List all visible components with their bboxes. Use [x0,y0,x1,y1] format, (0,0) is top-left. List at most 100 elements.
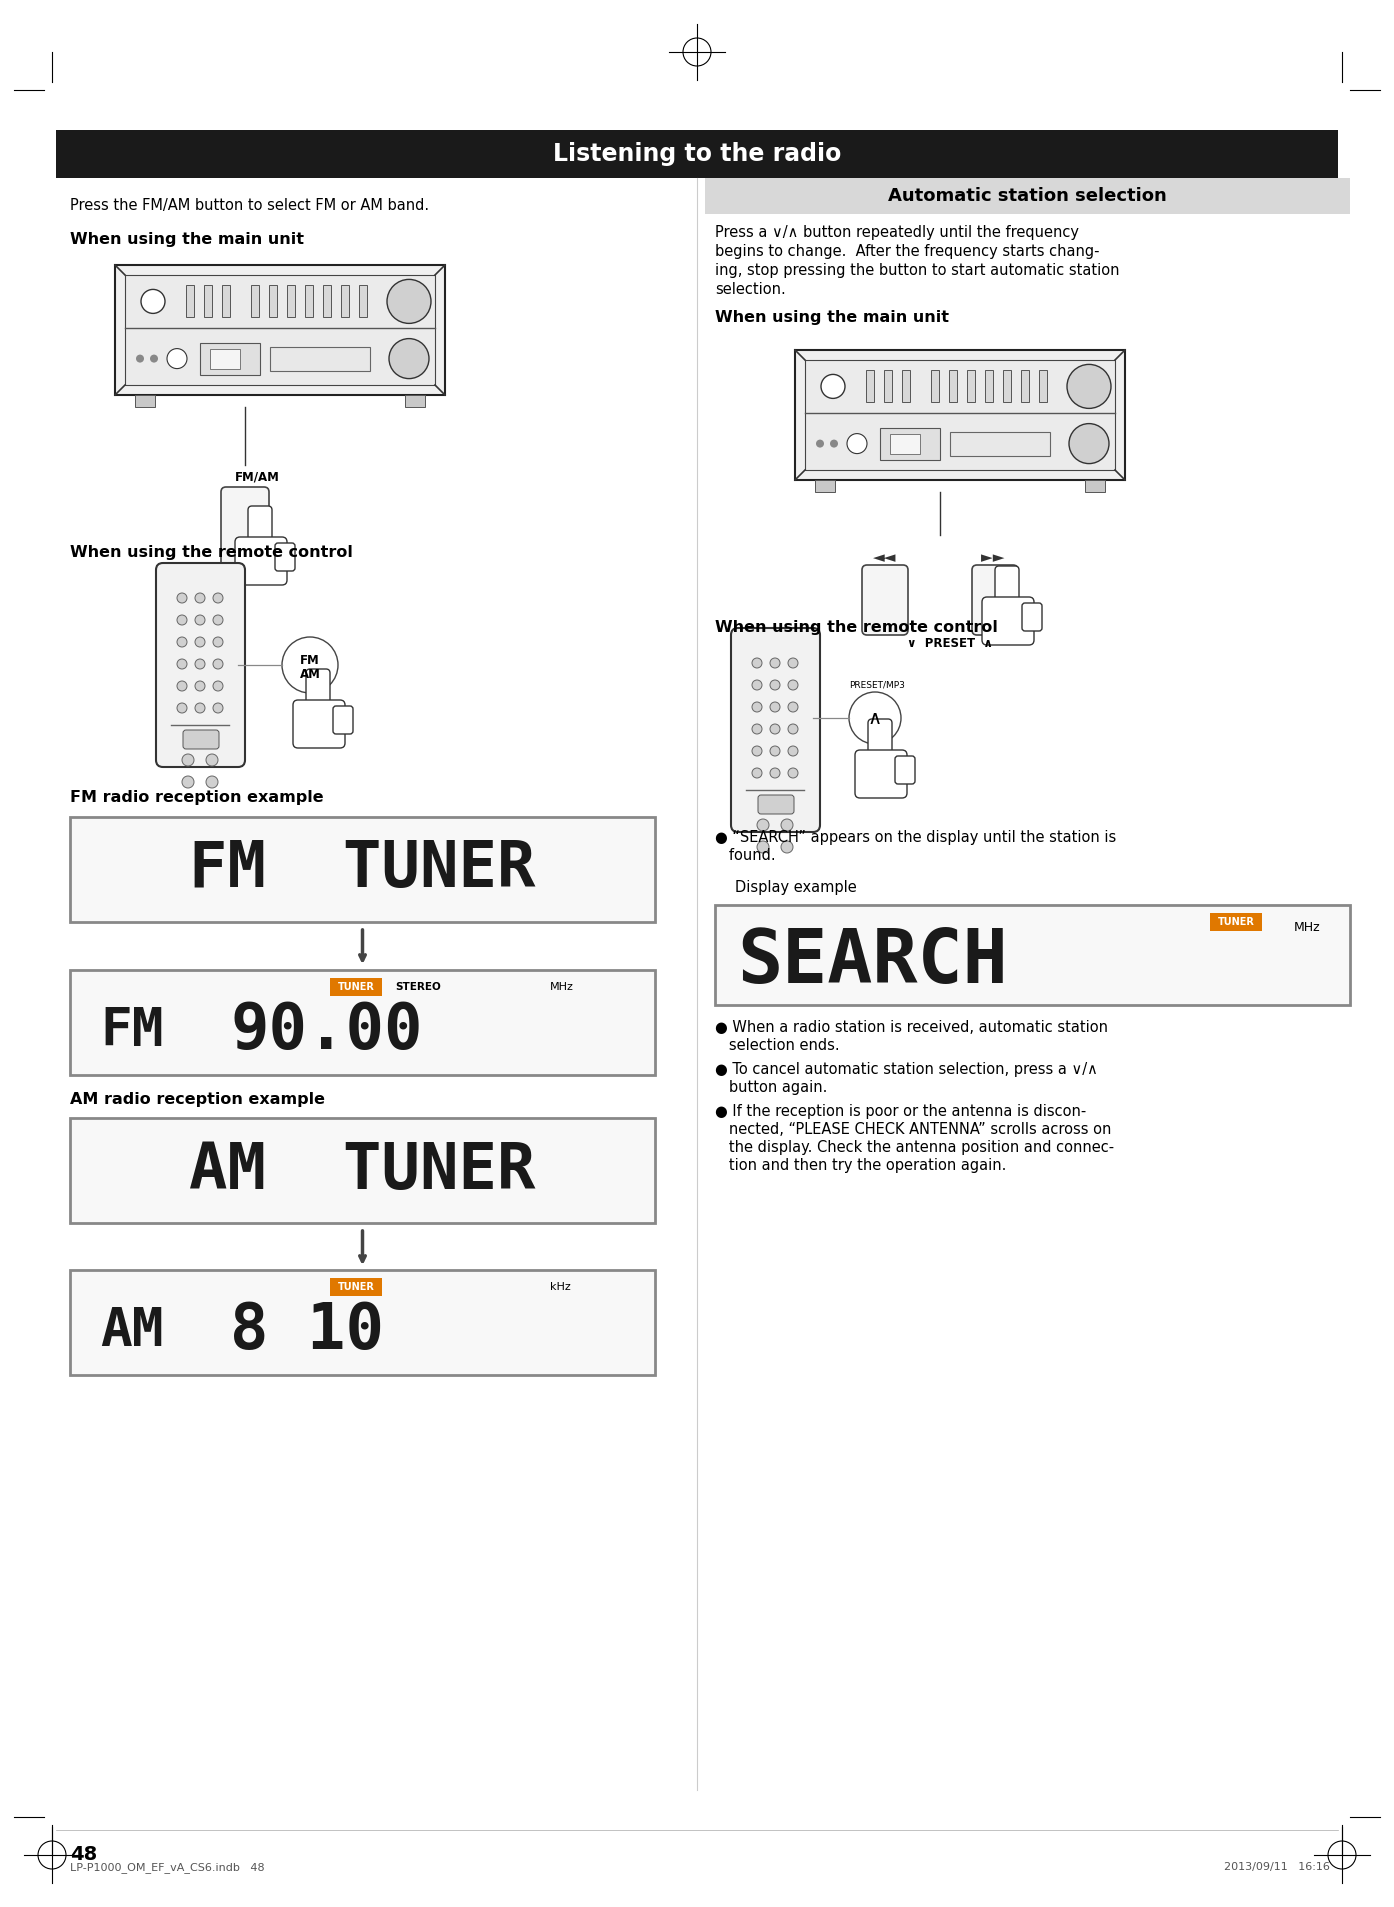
Text: 2013/09/11   16:16: 2013/09/11 16:16 [1224,1861,1330,1873]
Circle shape [213,637,223,646]
Circle shape [137,355,144,362]
Bar [705,177,1349,214]
Text: AM: AM [100,1304,163,1356]
Text: Display example: Display example [735,879,857,894]
Circle shape [769,658,781,667]
Circle shape [751,769,763,778]
Text: TUNER: TUNER [337,982,375,992]
Text: selection ends.: selection ends. [715,1037,839,1053]
Text: ►►: ►► [981,549,1009,564]
Text: When using the remote control: When using the remote control [715,620,998,635]
FancyBboxPatch shape [758,795,795,814]
Text: 90.00: 90.00 [230,999,422,1062]
Circle shape [848,433,867,454]
Text: Listening to the radio: Listening to the radio [553,141,841,166]
Circle shape [177,637,187,646]
Circle shape [213,681,223,690]
Circle shape [788,746,797,755]
Circle shape [195,637,205,646]
Text: AM radio reception example: AM radio reception example [70,1093,325,1106]
Circle shape [177,660,187,669]
Circle shape [195,681,205,690]
Bar [1085,481,1105,492]
Bar [342,286,348,317]
Circle shape [829,441,838,448]
Text: FM: FM [100,1005,163,1056]
Circle shape [206,776,217,788]
Bar [70,971,655,1076]
Bar [56,130,1338,177]
Text: button again.: button again. [715,1079,828,1095]
Circle shape [757,818,769,831]
Bar [967,370,974,402]
Circle shape [195,593,205,603]
Bar [135,395,155,406]
Bar [287,286,296,317]
Circle shape [213,614,223,625]
Circle shape [213,660,223,669]
FancyBboxPatch shape [236,538,287,585]
Circle shape [769,702,781,711]
Text: FM radio reception example: FM radio reception example [70,789,323,805]
Circle shape [821,374,845,399]
Text: MHz: MHz [1294,921,1320,934]
FancyBboxPatch shape [895,755,914,784]
Bar [360,286,367,317]
Circle shape [195,704,205,713]
Bar [222,286,230,317]
Text: ∨  PRESET  ∧: ∨ PRESET ∧ [907,637,993,650]
Text: nected, “PLEASE CHECK ANTENNA” scrolls across on: nected, “PLEASE CHECK ANTENNA” scrolls a… [715,1121,1111,1137]
FancyBboxPatch shape [293,700,344,748]
Circle shape [788,769,797,778]
Circle shape [195,660,205,669]
Bar [125,275,435,385]
FancyBboxPatch shape [1022,603,1041,631]
Bar [884,370,892,402]
FancyBboxPatch shape [114,265,445,395]
Bar [323,286,330,317]
Circle shape [815,441,824,448]
Circle shape [788,702,797,711]
Circle shape [195,614,205,625]
Circle shape [751,746,763,755]
FancyBboxPatch shape [972,564,1018,635]
Text: Press the FM/AM button to select FM or AM band.: Press the FM/AM button to select FM or A… [70,198,429,214]
Bar [270,347,369,370]
Circle shape [151,355,158,362]
Text: ● When a radio station is received, automatic station: ● When a radio station is received, auto… [715,1020,1108,1036]
Circle shape [177,593,187,603]
Circle shape [213,593,223,603]
Bar [406,395,425,406]
Circle shape [769,725,781,734]
Circle shape [389,339,429,379]
Circle shape [1069,423,1110,463]
Text: FM: FM [300,654,319,667]
Bar [305,286,314,317]
Bar [330,1278,382,1297]
Bar [70,816,655,921]
Bar [866,370,874,402]
Bar [880,427,940,460]
Text: ∧: ∧ [868,709,882,727]
Bar [251,286,259,317]
Circle shape [849,692,901,744]
Circle shape [177,704,187,713]
Circle shape [751,725,763,734]
Circle shape [183,776,194,788]
Text: PRESET/MP3: PRESET/MP3 [849,681,905,688]
FancyBboxPatch shape [981,597,1034,645]
FancyBboxPatch shape [795,351,1125,481]
Circle shape [788,725,797,734]
Text: LP-P1000_OM_EF_vA_CS6.indb   48: LP-P1000_OM_EF_vA_CS6.indb 48 [70,1861,265,1873]
Circle shape [177,614,187,625]
Text: TUNER: TUNER [337,1282,375,1293]
Text: ● To cancel automatic station selection, press a ∨/∧: ● To cancel automatic station selection,… [715,1062,1098,1077]
Bar [804,360,1115,469]
Bar [1039,370,1047,402]
Text: STEREO: STEREO [395,982,441,992]
Circle shape [788,658,797,667]
Circle shape [388,280,431,324]
Text: FM/AM: FM/AM [236,469,280,482]
Circle shape [751,702,763,711]
Bar [949,431,1050,456]
